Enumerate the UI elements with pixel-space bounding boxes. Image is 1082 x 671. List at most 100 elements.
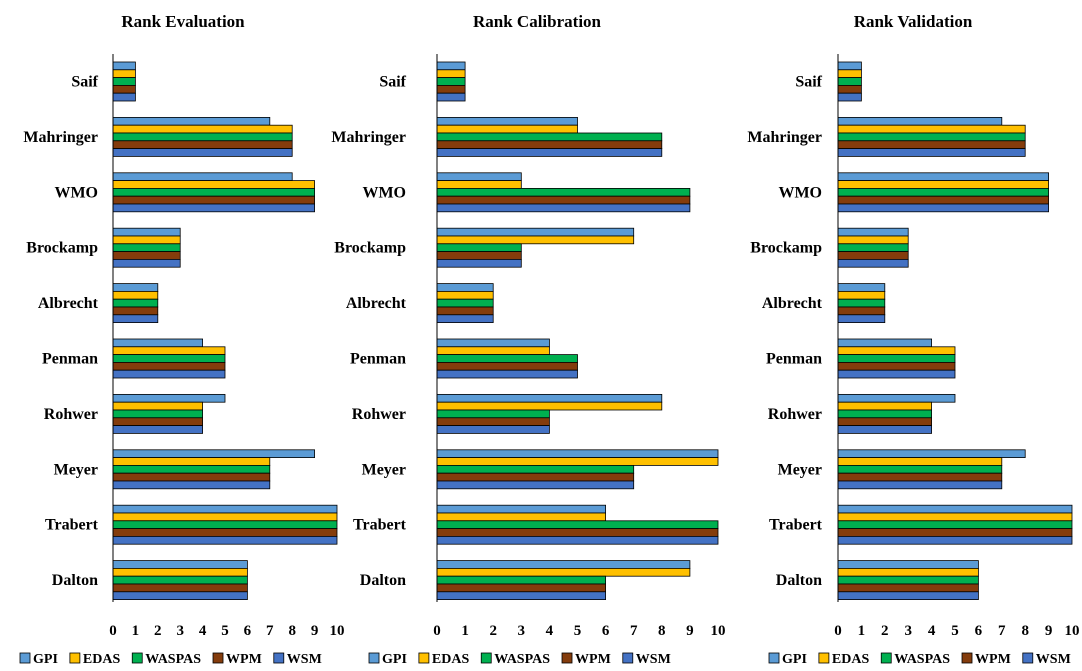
bar-edas <box>837 290 886 300</box>
category-label: Brockamp <box>26 240 98 257</box>
bar-wpm <box>436 361 578 371</box>
bar-gpi <box>112 393 226 403</box>
bar-gpi <box>837 283 886 292</box>
bar-edas <box>112 401 203 411</box>
bar-waspas <box>436 132 663 142</box>
bar-wsm <box>436 203 691 213</box>
x-tick-label: 4 <box>546 623 554 639</box>
x-tick-label: 5 <box>574 623 582 639</box>
bar-edas <box>436 290 494 300</box>
bar-edas <box>837 457 1003 466</box>
bar-wsm <box>112 425 203 434</box>
bar-waspas <box>436 575 607 585</box>
bar-wsm <box>112 148 293 157</box>
legend-label: EDAS <box>83 652 121 667</box>
bar-wsm <box>112 314 159 323</box>
bar-wsm <box>112 203 316 213</box>
x-tick-label: 7 <box>998 623 1006 639</box>
category-label: Albrecht <box>38 295 99 312</box>
x-tick-label: 7 <box>266 623 274 639</box>
bar-wsm <box>436 425 550 434</box>
bar-gpi <box>837 560 979 569</box>
chart-panel-2: Rank Calibration Saif Mahringer WMO Brockamp… <box>331 12 725 667</box>
bar-wsm <box>436 148 663 157</box>
bar-waspas <box>112 575 248 585</box>
legend: GPI EDAS WASPAS WPM WSM <box>368 652 671 667</box>
category-label: Saif <box>795 74 822 91</box>
bar-wpm <box>837 361 956 371</box>
legend-swatch-wpm <box>212 652 224 664</box>
bar-gpi <box>436 117 578 126</box>
bar-gpi <box>837 117 1003 126</box>
x-tick-label: 8 <box>658 623 666 639</box>
x-tick-label: 5 <box>221 623 229 639</box>
category-label: Meyer <box>778 461 822 478</box>
legend-label: EDAS <box>432 652 470 667</box>
bar-gpi <box>837 449 1026 458</box>
category-label: Meyer <box>54 461 98 478</box>
x-tick-label: 5 <box>951 623 959 639</box>
bar-edas <box>436 69 466 79</box>
bar-edas <box>112 69 136 79</box>
bar-gpi <box>436 560 691 569</box>
x-tick-label: 0 <box>433 623 441 639</box>
category-label: Trabert <box>769 517 823 534</box>
bar-gpi <box>112 338 203 348</box>
bar-gpi <box>837 172 1050 182</box>
x-tick-label: 1 <box>132 623 140 639</box>
category-label: Rohwer <box>768 406 822 423</box>
category-label: Meyer <box>362 461 406 478</box>
bar-wsm <box>436 92 466 102</box>
x-tick-label: 8 <box>1021 623 1029 639</box>
bar-wpm <box>112 417 203 426</box>
bar-waspas <box>837 77 862 86</box>
x-tick-label: 9 <box>686 623 694 639</box>
bar-wsm <box>837 92 862 102</box>
bar-wsm <box>112 92 136 102</box>
x-tick-label: 10 <box>711 623 726 639</box>
bar-wpm <box>112 528 338 537</box>
legend-swatch-waspas <box>131 652 143 664</box>
legend-label: WASPAS <box>494 652 550 667</box>
bar-waspas <box>837 354 956 363</box>
x-tick-label: 2 <box>489 623 497 639</box>
legend-label: GPI <box>782 652 807 667</box>
bar-wsm <box>436 258 522 268</box>
category-label: Albrecht <box>762 295 823 312</box>
x-tick-label: 10 <box>1065 623 1080 639</box>
bar-gpi <box>112 117 271 126</box>
bar-waspas <box>837 298 886 308</box>
bar-edas <box>837 568 979 577</box>
bar-edas <box>436 124 578 134</box>
bar-edas <box>436 346 550 355</box>
bar-gpi <box>436 283 494 292</box>
category-label: Dalton <box>776 572 822 589</box>
bar-wsm <box>837 480 1003 490</box>
bar-wsm <box>837 203 1050 213</box>
x-tick-label: 9 <box>311 623 319 639</box>
bar-wsm <box>112 591 248 600</box>
bar-waspas <box>436 298 494 308</box>
category-label: Rohwer <box>44 406 98 423</box>
legend-swatch-wpm <box>961 652 973 664</box>
bar-edas <box>837 180 1050 189</box>
bar-waspas <box>112 464 271 474</box>
bar-edas <box>436 568 691 577</box>
bar-gpi <box>112 227 181 237</box>
bar-edas <box>112 457 271 466</box>
bar-gpi <box>837 227 909 237</box>
bar-wpm <box>112 140 293 150</box>
bar-gpi <box>112 172 293 182</box>
category-label: Mahringer <box>331 129 406 146</box>
legend-label: GPI <box>382 652 407 667</box>
bar-wpm <box>112 306 159 316</box>
legend: GPI EDAS WASPAS WPM WSM <box>19 652 322 667</box>
bar-edas <box>436 180 522 189</box>
bar-edas <box>112 180 316 189</box>
bar-wsm <box>436 480 635 490</box>
bar-wsm <box>837 591 979 600</box>
bar-wpm <box>112 85 136 94</box>
bar-gpi <box>837 393 956 403</box>
bar-edas <box>837 69 862 79</box>
category-label: Dalton <box>360 572 406 589</box>
